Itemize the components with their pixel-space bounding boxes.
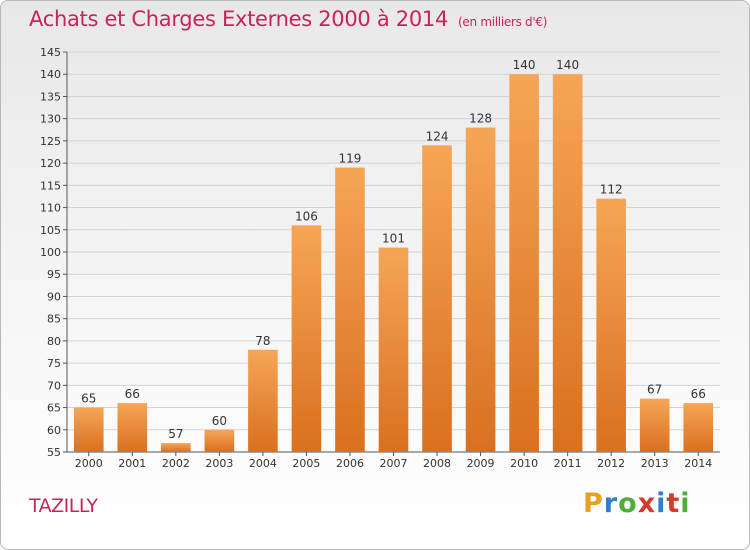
bar-2001 <box>117 403 148 452</box>
x-tick-label-2014: 2014 <box>684 457 712 470</box>
bar-2008 <box>422 145 452 453</box>
value-label-2001: 66 <box>125 387 140 401</box>
value-labels: 65 66 57 60 78 106 119 101 124 128 140 140 112 67 66 <box>81 58 706 441</box>
bar-2010 <box>509 74 539 452</box>
bar-2012 <box>596 198 626 452</box>
y-tick-label: 110 <box>40 202 61 215</box>
value-label-2007: 101 <box>382 232 405 246</box>
value-label-2014: 66 <box>691 387 706 401</box>
y-tick-label: 90 <box>47 290 61 303</box>
value-label-2006: 119 <box>339 152 362 166</box>
value-label-2009: 128 <box>469 112 492 126</box>
value-label-2002: 57 <box>168 427 183 441</box>
y-tick-label: 125 <box>40 135 61 148</box>
bar-2011 <box>552 74 583 452</box>
y-tick-label: 145 <box>40 46 61 59</box>
chart-title-text: Achats et Charges Externes 2000 à 2014 <box>29 7 449 31</box>
bar-2003 <box>204 429 235 452</box>
value-label-2013: 67 <box>647 383 662 397</box>
y-tick-label: 130 <box>40 113 61 126</box>
x-tick-label-2012: 2012 <box>597 457 625 470</box>
x-tick-label-2003: 2003 <box>205 457 233 470</box>
logo-letter: x <box>637 488 657 519</box>
proxiti-logo: Proxiti <box>583 488 691 519</box>
chart-title: Achats et Charges Externes 2000 à 2014 (e… <box>29 7 547 31</box>
value-label-2010: 140 <box>513 58 536 72</box>
y-tick-label: 100 <box>40 246 61 259</box>
value-label-2008: 124 <box>426 129 449 143</box>
bar-2013 <box>639 398 670 452</box>
bar-2002 <box>161 443 191 452</box>
x-tick-label-2010: 2010 <box>510 457 538 470</box>
y-tick-label: 80 <box>47 335 61 348</box>
value-label-2005: 106 <box>295 209 318 223</box>
commune-name: TAZILLY <box>29 495 98 517</box>
tick-labels: 55 60 65 70 75 80 85 90 95 100 105 110 115 120 125 130 1… <box>40 46 712 470</box>
x-tick-label-2004: 2004 <box>249 457 277 470</box>
y-tick-label: 135 <box>40 90 61 103</box>
x-tick-label-2001: 2001 <box>118 457 146 470</box>
y-tick-label: 60 <box>47 424 61 437</box>
bar-2006 <box>335 167 365 453</box>
logo-letter: i <box>680 488 691 519</box>
x-tick-label-2007: 2007 <box>380 457 408 470</box>
value-label-2000: 65 <box>81 392 96 406</box>
value-label-2003: 60 <box>212 414 227 428</box>
logo-letter: t <box>666 488 681 519</box>
y-tick-label: 70 <box>47 379 61 392</box>
bars <box>73 74 714 453</box>
unit-note: (en milliers d'€) <box>458 15 548 29</box>
y-tick-label: 75 <box>47 357 61 370</box>
x-tick-label-2009: 2009 <box>467 457 495 470</box>
y-tick-label: 85 <box>47 313 61 326</box>
y-tick-label: 140 <box>40 68 61 81</box>
value-label-2012: 112 <box>600 183 623 197</box>
bar-2004 <box>248 349 278 452</box>
bar-2014 <box>683 403 714 452</box>
x-tick-label-2013: 2013 <box>641 457 669 470</box>
logo-letter: i <box>656 488 667 519</box>
bar-2009 <box>465 127 496 453</box>
x-tick-label-2006: 2006 <box>336 457 364 470</box>
y-tick-label: 105 <box>40 224 61 237</box>
y-tick-label: 65 <box>47 402 61 415</box>
bar-2005 <box>291 225 322 452</box>
x-tick-label-2000: 2000 <box>75 457 103 470</box>
y-tick-label: 55 <box>47 446 61 459</box>
bar-2000 <box>73 407 104 452</box>
y-tick-label: 95 <box>47 268 61 281</box>
value-label-2011: 140 <box>556 58 579 72</box>
value-label-2004: 78 <box>255 334 270 348</box>
logo-letter: P <box>583 488 604 519</box>
y-tick-label: 115 <box>40 179 61 192</box>
x-tick-label-2002: 2002 <box>162 457 190 470</box>
x-tick-label-2008: 2008 <box>423 457 451 470</box>
logo-letter: r <box>603 488 619 519</box>
bar-2007 <box>378 247 409 452</box>
x-tick-label-2005: 2005 <box>292 457 320 470</box>
logo-letter: o <box>618 488 638 519</box>
x-tick-label-2011: 2011 <box>554 457 582 470</box>
y-tick-label: 120 <box>40 157 61 170</box>
